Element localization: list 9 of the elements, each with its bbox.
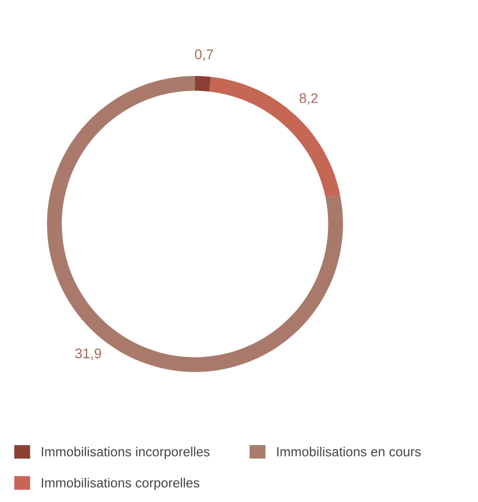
- data-label: 8,2: [300, 93, 318, 105]
- data-label: 0,7: [194, 49, 214, 61]
- donut-slice: [47, 76, 343, 372]
- data-label: 31,9: [75, 348, 102, 360]
- legend-label: Immobilisations corporelles: [42, 478, 200, 490]
- legend-label: Immobilisations en cours: [277, 446, 421, 456]
- legend-label: Immobilisations incorporelles: [42, 446, 210, 460]
- donut-slice: [195, 76, 211, 92]
- donut-slice: [209, 76, 340, 198]
